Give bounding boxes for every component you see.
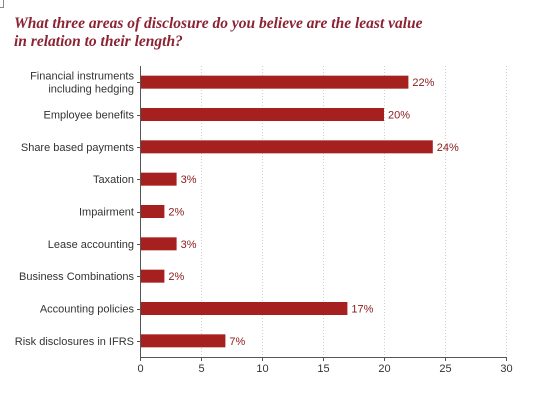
chart-title-line-1: What three areas of disclosure do you be… (14, 15, 423, 32)
bar (141, 269, 165, 283)
bar (141, 334, 226, 348)
value-label: 2% (168, 207, 184, 219)
category-label: Risk disclosures in IFRS (15, 336, 134, 348)
category-label: Financial instruments (30, 71, 134, 83)
x-tick-label: 5 (198, 363, 204, 375)
bar (141, 302, 348, 315)
value-label: 2% (168, 271, 184, 283)
value-label: 20% (388, 110, 410, 122)
corner-mark (0, 0, 4, 8)
x-tick-label: 25 (439, 363, 451, 375)
chart-title-line-2: in relation to their length? (14, 33, 183, 50)
bar (141, 140, 433, 154)
value-label: 7% (229, 336, 245, 348)
value-label: 3% (181, 174, 197, 186)
chart-title: What three areas of disclosure do you be… (14, 15, 534, 51)
category-label: Business Combinations (19, 271, 134, 283)
category-label: Taxation (93, 174, 134, 186)
value-label: 24% (437, 142, 459, 154)
category-label: Share based payments (21, 142, 135, 154)
x-tick-label: 15 (317, 363, 329, 375)
bar (141, 108, 384, 121)
category-label: Accounting policies (40, 304, 135, 316)
x-tick-label: 10 (256, 363, 268, 375)
category-label: Impairment (79, 207, 134, 219)
bar (141, 75, 409, 89)
bar (141, 205, 165, 218)
bar (141, 237, 177, 251)
value-label: 3% (181, 239, 197, 251)
bar (141, 172, 177, 186)
x-tick-label: 30 (500, 363, 512, 375)
category-label: Employee benefits (44, 110, 135, 122)
value-label: 22% (412, 77, 434, 89)
category-label: including hedging (48, 84, 134, 96)
value-label: 17% (351, 304, 373, 316)
x-tick-label: 0 (137, 363, 143, 375)
x-tick-label: 20 (378, 363, 390, 375)
category-label: Lease accounting (48, 239, 134, 251)
